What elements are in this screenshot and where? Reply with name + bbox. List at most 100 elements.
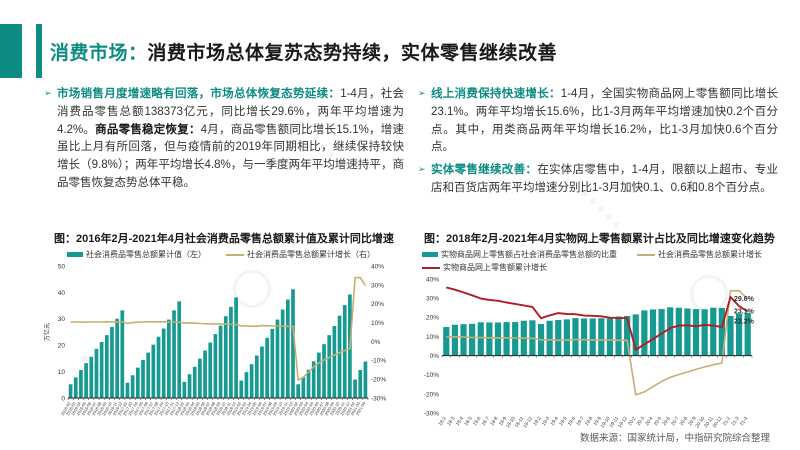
svg-text:29.6%: 29.6% (734, 296, 755, 303)
data-source-note: 数据来源：国家统计局，中指研究院综合整理 (579, 433, 770, 444)
legend-line-swatch (422, 266, 440, 269)
svg-text:19-7: 19-7 (575, 415, 586, 427)
svg-text:-30%: -30% (371, 395, 386, 402)
svg-text:19-11: 19-11 (608, 415, 620, 428)
svg-text:20-8: 20-8 (679, 415, 690, 427)
svg-text:50: 50 (58, 263, 66, 270)
svg-text:-20%: -20% (371, 377, 386, 384)
legend-label: 社会消费品零售总额累计增长（右） (247, 250, 375, 259)
svg-text:10%: 10% (371, 320, 384, 327)
svg-text:2017-11: 2017-11 (163, 400, 175, 416)
header: 消费市场： 消费市场总体复苏态势持续，实体零售继续改善 (0, 24, 800, 78)
svg-text:0%: 0% (371, 339, 381, 346)
svg-text:18-5: 18-5 (463, 415, 474, 427)
svg-text:19-8: 19-8 (584, 415, 595, 427)
svg-text:18-4: 18-4 (455, 415, 466, 427)
legend-label: 实物商品网上零售额累计增长 (443, 263, 547, 272)
svg-text:19-9: 19-9 (593, 415, 604, 427)
bullet-text-segment: 线上消费保持快速增长： (431, 88, 561, 100)
svg-text:21-3: 21-3 (730, 415, 741, 427)
svg-text:-10%: -10% (371, 358, 386, 365)
chart-canvas: 0 10 20 30 40 50 -30% -20% -10% 0% 10% 20% 30% 40% 万亿元… (42, 260, 400, 432)
bullet-item-right-0: ➢ 线上消费保持快速增长：1-4月，全国实物商品网上零售额同比增长23.1%。两年… (418, 86, 778, 157)
svg-text:19-3: 19-3 (541, 415, 552, 427)
svg-text:40%: 40% (371, 263, 384, 270)
bullet-arrow-icon: ➢ (418, 164, 426, 175)
svg-text:19-2: 19-2 (532, 415, 543, 427)
header-accent-bar (36, 24, 42, 78)
bullet-column-left: ➢ 市场销售月度增速略有回落，市场总体恢复态势延续：1-4月，社会消费品零售总额1… (44, 86, 404, 203)
svg-text:万亿元: 万亿元 (43, 323, 51, 341)
legend-label: 社会消费品零售总额累计增长 (658, 250, 762, 259)
header-accent-block (0, 24, 22, 78)
bullet-item-left-0: ➢ 市场销售月度增速略有回落，市场总体恢复态势延续：1-4月，社会消费品零售总额1… (44, 86, 404, 193)
chart-canvas: -30% -20% -10% 0% 10% 20% 30% 40% 18-2 18-3 18-4 18… (412, 273, 790, 445)
svg-text:2020-11: 2020-11 (334, 400, 346, 416)
svg-text:2018-11: 2018-11 (220, 400, 232, 416)
chart-title: 图：2018年2月-2021年4月实物网上零售额累计占比及同比增速变化趋势 (424, 233, 775, 245)
charts-row: 图：2016年2月-2021年4月社会消费品零售总额累计值及累计同比增速 社会消… (42, 230, 790, 445)
svg-text:19-6: 19-6 (567, 415, 578, 427)
svg-text:0: 0 (61, 395, 65, 402)
svg-text:30%: 30% (371, 282, 384, 289)
svg-text:19-4: 19-4 (549, 415, 560, 427)
bullet-text-segment: 1-4月，全国实物商品网上零售额同比增长23.1%。两年平均增长15.6%，比1… (431, 88, 779, 154)
svg-text:18-12: 18-12 (522, 415, 534, 429)
legend-label: 实物商品网上零售额占社会消费品零售总额的比重 (441, 250, 617, 259)
svg-text:20-4: 20-4 (644, 415, 655, 427)
bullet-text-segment: 1-4月，社会消费品零售总额138373亿元，同比增长29.6%，两年平均增速为… (57, 88, 405, 136)
bullet-arrow-icon: ➢ (418, 88, 426, 98)
svg-text:21-2: 21-2 (722, 415, 733, 427)
bullet-text-segment: 4月，商品零售额同比增长15.1%，增速虽比上月有所回落，但与疫情前的2019年… (57, 123, 404, 190)
svg-text:30: 30 (58, 316, 66, 323)
legend-item: 社会消费品零售总额累计增长 (637, 249, 762, 260)
svg-text:18-9: 18-9 (498, 415, 509, 427)
svg-text:20-9: 20-9 (687, 415, 698, 427)
svg-text:23.1%: 23.1% (734, 308, 755, 315)
svg-text:20-2: 20-2 (627, 415, 638, 427)
chart-title: 图：2016年2月-2021年4月社会消费品零售总额累计值及累计同比增速 (54, 233, 394, 245)
svg-text:19-12: 19-12 (617, 415, 629, 429)
svg-text:40: 40 (58, 290, 66, 297)
legend-item: 社会消费品零售总额累计增长（右） (226, 249, 375, 260)
legend-line-swatch (226, 253, 244, 256)
svg-text:19-5: 19-5 (558, 415, 569, 427)
svg-text:18-6: 18-6 (472, 415, 483, 427)
svg-text:18-11: 18-11 (514, 415, 526, 428)
svg-text:20%: 20% (371, 301, 384, 308)
bullet-text-segment: 商品零售稳定恢复： (95, 123, 201, 136)
bullet-text-segment: 实体零售继续改善： (431, 164, 538, 177)
svg-text:20-3: 20-3 (636, 415, 647, 427)
svg-text:20-11: 20-11 (703, 415, 715, 428)
legend-item: 实物商品网上零售额累计增长 (422, 262, 547, 273)
svg-text:21-4: 21-4 (739, 415, 750, 427)
bullet-column-right: ➢ 线上消费保持快速增长：1-4月，全国实物商品网上零售额同比增长23.1%。两年… (418, 86, 778, 203)
legend-item: 社会消费品零售总额累计值（左） (67, 249, 206, 260)
bullet-item-right-1: ➢ 实体零售继续改善：在实体店零售中，1-4月，限额以上超市、专业店和百货店两年平… (418, 162, 778, 198)
chart-legend: 实物商品网上零售额占社会消费品零售总额的比重 社会消费品零售总额累计增长实物商品网… (422, 249, 790, 273)
svg-text:-20%: -20% (424, 391, 439, 398)
svg-text:22.2%: 22.2% (734, 318, 755, 325)
svg-text:20-6: 20-6 (661, 415, 672, 427)
svg-text:20-5: 20-5 (653, 415, 664, 427)
chart-legend: 社会消费品零售总额累计值（左） 社会消费品零售总额累计增长（右） (42, 249, 400, 260)
chart-retail-total: 图：2016年2月-2021年4月社会消费品零售总额累计值及累计同比增速 社会消… (42, 230, 400, 445)
bullet-text-segment: 在实体店零售中，1-4月，限额以上超市、专业店和百货店两年平均增速分别比1-3月… (431, 164, 779, 195)
svg-text:20-7: 20-7 (670, 415, 681, 427)
svg-text:18-2: 18-2 (438, 415, 449, 427)
svg-text:18-7: 18-7 (481, 415, 492, 427)
page-title: 消费市场： 消费市场总体复苏态势持续，实体零售继续改善 (50, 24, 557, 78)
svg-text:-30%: -30% (424, 410, 439, 417)
svg-text:20: 20 (58, 343, 66, 350)
page-title-tag: 消费市场： (50, 42, 148, 64)
svg-text:40%: 40% (426, 276, 439, 283)
legend-line-swatch (637, 253, 655, 256)
chart-online-retail: 图：2018年2月-2021年4月实物网上零售额累计占比及同比增速变化趋势 实物… (412, 230, 790, 445)
page-title-text: 消费市场总体复苏态势持续，实体零售继续改善 (147, 42, 558, 64)
svg-text:18-3: 18-3 (446, 415, 457, 427)
bullet-columns: ➢ 市场销售月度增速略有回落，市场总体恢复态势延续：1-4月，社会消费品零售总额1… (44, 86, 778, 203)
legend-bar-swatch (422, 252, 438, 257)
legend-label: 社会消费品零售总额累计值（左） (86, 250, 206, 259)
svg-text:20-12: 20-12 (712, 415, 724, 429)
